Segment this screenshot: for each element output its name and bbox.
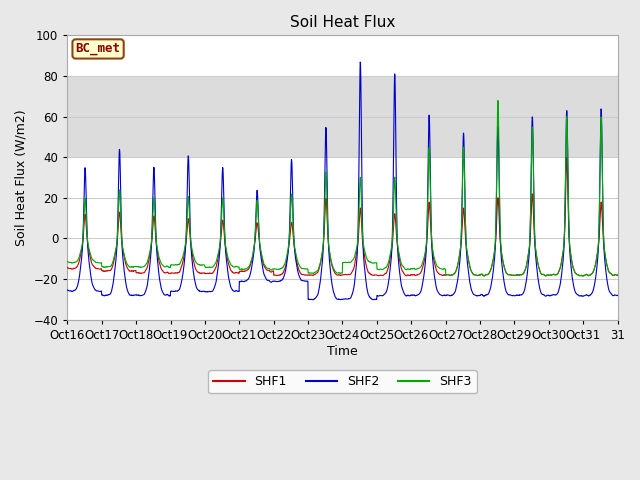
- SHF1: [614, 272, 621, 278]
- SHF1: [563, 155, 570, 160]
- SHF3: [237, 266, 245, 272]
- SHF3: [540, 272, 547, 277]
- SHF2: [63, 287, 71, 293]
- SHF1: [63, 265, 71, 271]
- SHF2: [237, 278, 245, 284]
- SHF3: [376, 266, 383, 272]
- SHF3: [508, 273, 516, 278]
- Line: SHF2: SHF2: [67, 62, 618, 300]
- SHF1: [376, 273, 383, 278]
- Line: SHF3: SHF3: [67, 100, 618, 276]
- SHF1: [508, 273, 516, 278]
- SHF3: [118, 241, 126, 247]
- X-axis label: Time: Time: [327, 345, 358, 358]
- SHF2: [356, 59, 364, 65]
- SHF1: [237, 268, 245, 274]
- SHF1: [579, 273, 587, 279]
- Line: SHF1: SHF1: [67, 157, 618, 276]
- SHF2: [376, 293, 383, 299]
- Text: BC_met: BC_met: [76, 42, 120, 56]
- SHF2: [540, 291, 547, 297]
- Y-axis label: Soil Heat Flux (W/m2): Soil Heat Flux (W/m2): [15, 109, 28, 246]
- SHF3: [63, 259, 71, 264]
- Title: Soil Heat Flux: Soil Heat Flux: [290, 15, 395, 30]
- SHF3: [494, 97, 502, 103]
- Legend: SHF1, SHF2, SHF3: SHF1, SHF2, SHF3: [208, 370, 477, 393]
- Bar: [67, 76, 618, 157]
- SHF1: [118, 243, 126, 249]
- SHF2: [118, 247, 126, 253]
- SHF2: [606, 289, 614, 295]
- SHF1: [606, 270, 614, 276]
- SHF3: [579, 273, 587, 279]
- SHF2: [614, 292, 621, 298]
- SHF3: [614, 272, 621, 278]
- SHF1: [539, 272, 547, 277]
- SHF3: [606, 270, 614, 276]
- SHF2: [309, 297, 317, 302]
- SHF2: [509, 293, 516, 299]
